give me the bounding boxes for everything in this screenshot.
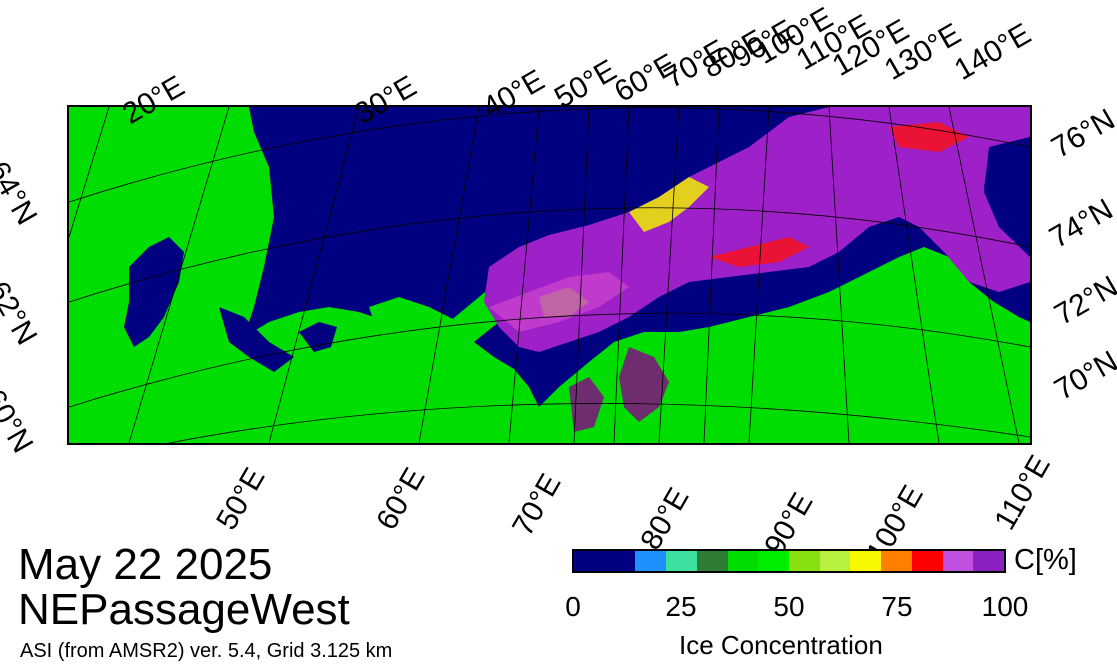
colorbar-segment <box>789 551 820 571</box>
meridian-line <box>418 107 480 443</box>
meridian-line <box>888 107 940 443</box>
sea-ice-edge-red <box>709 237 809 267</box>
parallel-line <box>69 107 1030 203</box>
colorbar-tick-label: 75 <box>881 591 913 622</box>
bottom-longitude-label: 80°E <box>634 482 696 556</box>
colorbar-label: Ice Concentration <box>679 630 883 660</box>
colorbar-tick-label: 25 <box>665 591 697 622</box>
left-latitude-label: 64°N <box>0 156 44 231</box>
meridian-line <box>748 107 770 443</box>
bottom-longitude-label: 60°E <box>370 462 432 536</box>
ice-concentration-colorbar <box>572 549 1006 573</box>
sea-ice-darkpurple-2 <box>569 377 604 432</box>
colorbar-segment <box>727 551 759 571</box>
meridian-line <box>69 107 110 238</box>
meridian-line <box>573 107 590 443</box>
meridian-line <box>658 107 680 443</box>
meridian-line <box>613 107 630 443</box>
meridian-line <box>828 107 850 443</box>
meridian-line <box>508 107 540 443</box>
sea-ice-map <box>67 105 1032 445</box>
colorbar-tick-label: 100 <box>981 591 1029 622</box>
map-date: May 22 2025 <box>18 540 273 589</box>
ocean-gulf-bothnia <box>124 237 184 347</box>
sea-ice-edge-yellow <box>629 177 709 232</box>
sea-ice-kara-south <box>489 272 629 332</box>
ocean-laptev <box>984 137 1030 257</box>
bottom-longitude-label: 70°E <box>506 468 568 542</box>
colorbar-unit: C[%] <box>1014 544 1077 576</box>
colorbar-segment <box>635 551 667 571</box>
product-info: ASI (from AMSR2) ver. 5.4, Grid 3.125 km <box>20 640 393 662</box>
colorbar-segment <box>666 551 697 571</box>
colorbar-segment <box>758 551 790 571</box>
parallel-line <box>168 403 1030 443</box>
left-latitude-label: 60°N <box>0 384 40 459</box>
colorbar-segment <box>819 551 851 571</box>
left-latitude-label: 62°N <box>0 276 44 351</box>
sea-ice-edge-red-2 <box>889 122 969 152</box>
right-latitude-label: 74°N <box>1044 192 1117 255</box>
map-region-name: NEPassageWest <box>18 585 350 634</box>
colorbar-segment <box>604 551 636 571</box>
meridian-line <box>703 107 720 443</box>
land-pechora <box>369 297 549 443</box>
graticule <box>69 107 1030 443</box>
right-latitude-label: 76°N <box>1046 102 1117 165</box>
colorbar-segment <box>850 551 882 571</box>
colorbar-segment <box>696 551 728 571</box>
ocean-white-sea <box>219 307 294 372</box>
colorbar-segment <box>574 551 605 571</box>
land-norway-coast <box>69 107 99 202</box>
parallel-line <box>69 312 1030 408</box>
meridian-line <box>128 107 230 443</box>
parallel-line <box>69 207 1030 303</box>
top-longitude-label: 140°E <box>949 17 1037 87</box>
colorbar-segment <box>942 551 974 571</box>
right-latitude-label: 70°N <box>1049 344 1117 407</box>
ocean-onega <box>299 322 337 352</box>
colorbar-segment <box>911 551 943 571</box>
map-canvas <box>69 107 1030 443</box>
meridian-line <box>948 107 1020 443</box>
bottom-longitude-label: 110°E <box>988 449 1057 536</box>
meridian-line <box>268 107 360 443</box>
right-latitude-label: 72°N <box>1049 269 1117 332</box>
bottom-longitude-label: 50°E <box>210 462 272 536</box>
colorbar-tick-label: 50 <box>773 591 805 622</box>
colorbar-segment <box>881 551 912 571</box>
colorbar-tick-label: 0 <box>565 591 581 622</box>
colorbar-segment <box>973 551 1005 571</box>
